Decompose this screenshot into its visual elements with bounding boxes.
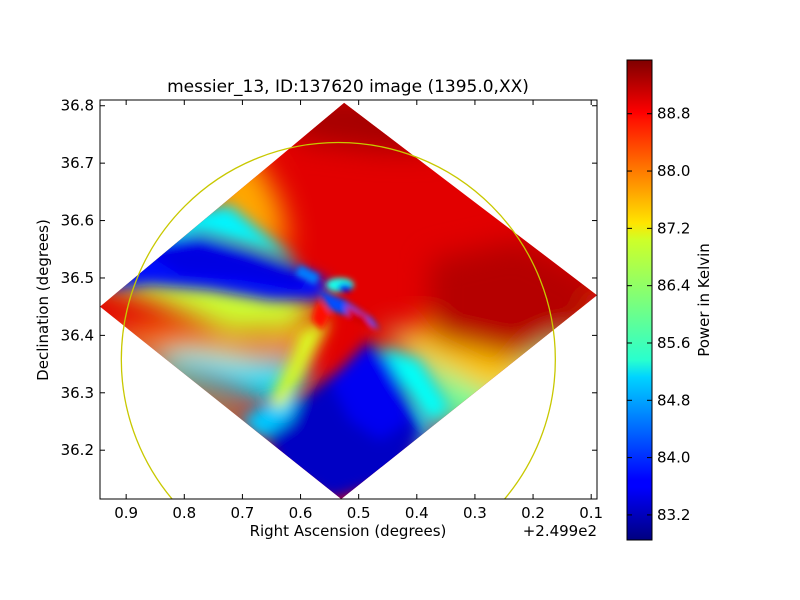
x-tick-label: 0.3 xyxy=(463,504,487,522)
y-tick-label: 36.8 xyxy=(61,97,94,115)
beam-circle-overlay xyxy=(120,141,556,499)
colorbar xyxy=(626,59,653,541)
y-tick-label: 36.4 xyxy=(61,326,94,344)
colorbar-tick-label: 85.6 xyxy=(657,334,690,352)
colorbar-label: Power in Kelvin xyxy=(695,243,713,357)
colorbar-tick-label: 84.8 xyxy=(657,391,690,409)
colorbar-tick-label: 86.4 xyxy=(657,277,690,295)
colorbar-tick-label: 88.0 xyxy=(657,162,690,180)
y-tick-label: 36.2 xyxy=(61,441,94,459)
x-axis-label: Right Ascension (degrees) xyxy=(250,522,447,540)
heatmap-image xyxy=(100,102,597,499)
x-tick-label: 0.2 xyxy=(521,504,545,522)
colorbar-tick-label: 83.2 xyxy=(657,506,690,524)
colorbar-tick-label: 84.0 xyxy=(657,449,690,467)
x-tick-label: 0.5 xyxy=(347,504,371,522)
colorbar-tick-label: 88.8 xyxy=(657,105,690,123)
y-tick-label: 36.3 xyxy=(61,384,94,402)
y-tick-label: 36.6 xyxy=(61,212,94,230)
x-tick-label: 0.8 xyxy=(172,504,196,522)
x-tick-label: 0.9 xyxy=(114,504,138,522)
y-tick-label: 36.5 xyxy=(61,269,94,287)
x-tick-label: 0.1 xyxy=(579,504,603,522)
y-tick-label: 36.7 xyxy=(61,154,94,172)
chart-title: messier_13, ID:137620 image (1395.0,XX) xyxy=(167,77,529,97)
colorbar-tick-label: 87.2 xyxy=(657,219,690,237)
x-offset-label: +2.499e2 xyxy=(523,522,597,540)
x-tick-label: 0.4 xyxy=(405,504,429,522)
x-tick-label: 0.7 xyxy=(230,504,254,522)
x-tick-label: 0.6 xyxy=(289,504,313,522)
axes-frame xyxy=(99,99,598,500)
y-axis-label: Declination (degrees) xyxy=(34,219,52,381)
